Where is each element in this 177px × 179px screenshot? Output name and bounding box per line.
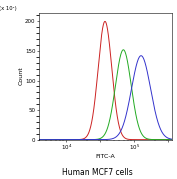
Text: Human MCF7 cells: Human MCF7 cells [62,168,133,177]
Y-axis label: Count: Count [19,67,24,85]
Text: (x 10¹): (x 10¹) [0,6,17,11]
X-axis label: FITC-A: FITC-A [95,154,115,159]
